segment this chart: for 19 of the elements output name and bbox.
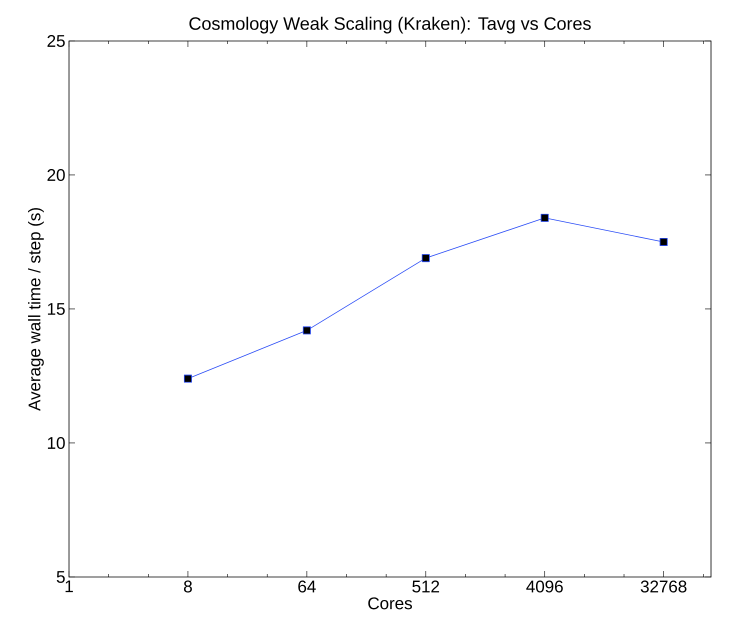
point — [184, 374, 192, 383]
x-tick-label: 64 — [298, 580, 316, 593]
y-tick-label: 20 — [48, 168, 65, 181]
x-tick-label: 1 — [66, 580, 73, 592]
x-axis-title: Cores — [368, 597, 412, 610]
point — [660, 238, 668, 246]
point — [302, 326, 311, 334]
chart-title: Cosmology Weak Scaling (Kraken): Tavg vs Cores — [189, 16, 591, 34]
y-axis-title: Average wall time / step (s) — [28, 208, 44, 411]
y-tick-label: 25 — [48, 34, 65, 47]
x-tick-label: 4096 — [526, 580, 563, 593]
x-tick-label: 8 — [184, 580, 192, 593]
point — [422, 254, 430, 262]
x-tick-label: 32768 — [640, 580, 686, 593]
y-tick-label: 15 — [48, 303, 65, 315]
x-tick-label: 512 — [412, 580, 440, 593]
y-tick-label: 5 — [56, 571, 65, 583]
y-tick-label: 10 — [48, 436, 65, 449]
point — [540, 214, 549, 222]
